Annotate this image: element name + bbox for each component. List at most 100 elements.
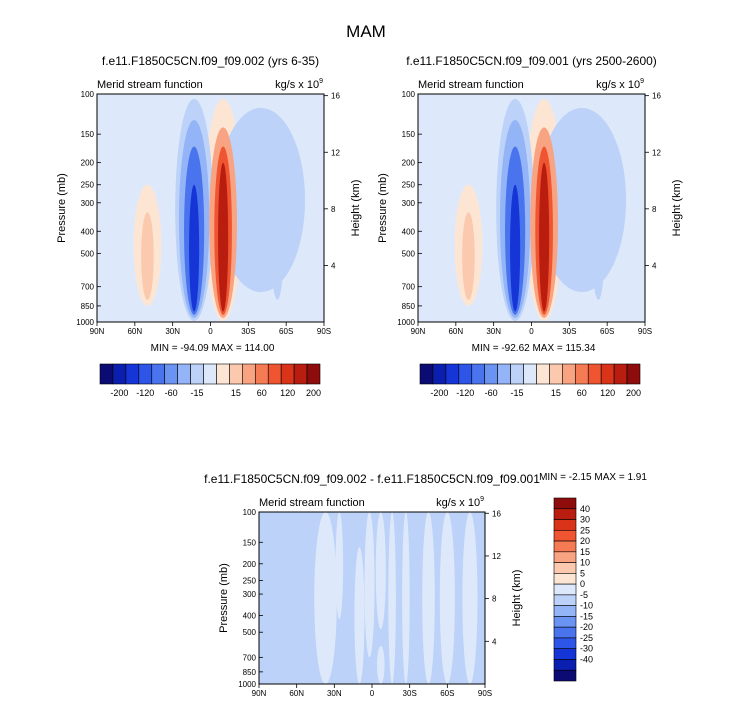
colorbar-box bbox=[553, 605, 577, 617]
y-axis-label: Pressure (mb) bbox=[56, 173, 68, 243]
y-right-tick-label: 16 bbox=[331, 92, 340, 101]
y-tick-label: 250 bbox=[81, 181, 95, 190]
colorbar-label: 5 bbox=[580, 568, 585, 578]
y-tick-label: 1000 bbox=[238, 680, 256, 689]
panel-title: f.e11.F1850C5CN.f09_f09.002 (yrs 6-35) bbox=[102, 54, 319, 68]
variable-label: Merid stream function bbox=[418, 79, 524, 91]
colorbar-box bbox=[254, 363, 269, 385]
y-tick-label: 300 bbox=[402, 199, 416, 208]
x-tick-label: 60S bbox=[279, 327, 293, 336]
panel-1: f.e11.F1850C5CN.f09_f09.001 (yrs 2500-26… bbox=[377, 54, 683, 398]
y-right-tick-label: 16 bbox=[492, 509, 501, 518]
colorbar-label: 15 bbox=[551, 388, 561, 398]
colorbar-label: -15 bbox=[580, 611, 593, 621]
panel-title: f.e11.F1850C5CN.f09_f09.001 (yrs 2500-26… bbox=[406, 54, 657, 68]
contour-cell bbox=[462, 512, 478, 684]
colorbar-box bbox=[177, 363, 191, 385]
colorbar-box bbox=[613, 363, 628, 385]
colorbar-box bbox=[553, 583, 577, 596]
colorbar-label: 40 bbox=[580, 504, 590, 514]
y-right-tick-label: 4 bbox=[492, 637, 497, 646]
x-tick-label: 30N bbox=[165, 327, 180, 336]
colorbar-label: 15 bbox=[580, 547, 590, 557]
x-tick-label: 30N bbox=[327, 689, 342, 698]
colorbar: -200 -120 -60 -15 15 60 120 200 bbox=[419, 363, 641, 398]
colorbar-label: -200 bbox=[110, 388, 128, 398]
colorbar-label: -15 bbox=[191, 388, 204, 398]
colorbar-box bbox=[432, 363, 447, 385]
y-tick-label: 300 bbox=[81, 199, 95, 208]
contour-cell bbox=[314, 512, 337, 684]
colorbar-box bbox=[419, 363, 434, 385]
y-tick-label: 1000 bbox=[76, 318, 94, 327]
colorbar-box bbox=[574, 363, 589, 385]
colorbar-box bbox=[553, 616, 577, 628]
colorbar-box bbox=[164, 363, 178, 385]
y-tick-label: 100 bbox=[81, 90, 95, 99]
y-tick-label: 500 bbox=[81, 249, 95, 258]
y-right-tick-label: 8 bbox=[492, 595, 497, 604]
y-tick-label: 200 bbox=[402, 159, 416, 168]
y-tick-label: 400 bbox=[243, 612, 257, 621]
contour-cell bbox=[439, 512, 455, 684]
y-tick-label: 150 bbox=[402, 130, 416, 139]
colorbar-label: 60 bbox=[257, 388, 267, 398]
y-tick-label: 250 bbox=[243, 576, 257, 585]
colorbar-box bbox=[242, 363, 256, 385]
y-right-tick-label: 12 bbox=[652, 148, 661, 157]
colorbar-label: -40 bbox=[580, 654, 593, 664]
x-tick-label: 60S bbox=[440, 689, 454, 698]
colorbar-box bbox=[553, 519, 577, 531]
x-tick-label: 0 bbox=[370, 689, 375, 698]
contour-field bbox=[418, 94, 645, 322]
x-tick-label: 60N bbox=[289, 689, 304, 698]
y-tick-label: 100 bbox=[402, 90, 416, 99]
colorbar-label: 200 bbox=[626, 388, 641, 398]
contour-cell bbox=[141, 212, 154, 300]
colorbar-box bbox=[484, 363, 498, 385]
colorbar-box bbox=[497, 363, 511, 385]
x-tick-label: 90N bbox=[252, 689, 267, 698]
contour-cell bbox=[510, 184, 521, 312]
y-tick-label: 700 bbox=[243, 653, 257, 662]
y-tick-label: 400 bbox=[81, 227, 95, 236]
contour-cell bbox=[422, 512, 435, 684]
y-right-tick-label: 12 bbox=[331, 148, 340, 157]
y-tick-label: 850 bbox=[402, 302, 416, 311]
colorbar-label: 120 bbox=[280, 388, 295, 398]
colorbar-label: -120 bbox=[136, 388, 154, 398]
y-right-tick-label: 4 bbox=[331, 261, 336, 270]
contour-cell bbox=[537, 107, 627, 293]
y-tick-label: 700 bbox=[402, 283, 416, 292]
colorbar-box bbox=[510, 363, 524, 385]
y-right-axis-label: Height (km) bbox=[350, 180, 362, 237]
colorbar-box bbox=[229, 363, 243, 385]
y-tick-label: 850 bbox=[81, 302, 95, 311]
y-tick-label: 500 bbox=[243, 628, 257, 637]
colorbar-box bbox=[267, 363, 282, 385]
y-tick-label: 300 bbox=[243, 590, 257, 599]
colorbar-label: 120 bbox=[600, 388, 615, 398]
panel-title: f.e11.F1850C5CN.f09_f09.002 - f.e11.F185… bbox=[204, 472, 540, 486]
colorbar-box bbox=[553, 669, 577, 682]
colorbar-box bbox=[523, 363, 537, 385]
y-tick-label: 700 bbox=[81, 283, 95, 292]
x-tick-label: 60S bbox=[600, 327, 614, 336]
colorbar-label: 60 bbox=[577, 388, 587, 398]
x-tick-label: 30S bbox=[241, 327, 255, 336]
colorbar-box bbox=[536, 363, 550, 385]
y-axis-label: Pressure (mb) bbox=[377, 173, 389, 243]
x-tick-label: 60N bbox=[127, 327, 142, 336]
colorbar-box bbox=[553, 659, 577, 671]
y-right-tick-label: 16 bbox=[652, 92, 661, 101]
colorbar-box bbox=[151, 363, 166, 385]
colorbar-label: -10 bbox=[580, 601, 593, 611]
y-tick-label: 200 bbox=[243, 560, 257, 569]
contour-cell bbox=[218, 162, 229, 312]
x-tick-label: 30N bbox=[486, 327, 501, 336]
y-right-axis-label: Height (km) bbox=[671, 180, 683, 237]
colorbar-box bbox=[553, 508, 577, 520]
colorbar-box bbox=[553, 637, 577, 650]
y-tick-label: 250 bbox=[402, 181, 416, 190]
